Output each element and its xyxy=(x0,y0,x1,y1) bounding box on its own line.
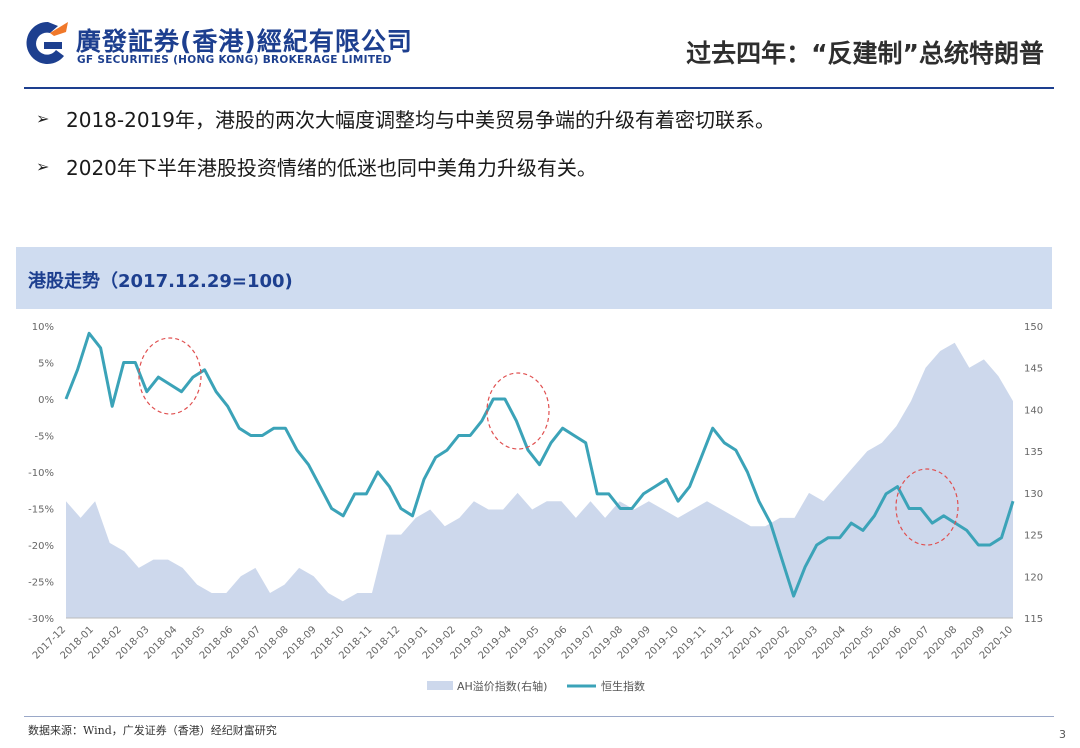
ah-premium-area xyxy=(66,342,1013,618)
hang-seng-line xyxy=(64,331,1015,598)
bullet-item: ➢ 2020年下半年港股投资情绪的低迷也同中美角力升级有关。 xyxy=(36,146,1046,186)
legend-label-area: AH溢价指数(右轴) xyxy=(457,679,547,693)
footer-divider xyxy=(24,716,1054,717)
right-axis-tick-label: 120 xyxy=(1024,572,1043,583)
chart-title-bar: 港股走势（2017.12.29=100) xyxy=(16,247,1052,309)
left-axis-tick-label: -20% xyxy=(28,541,54,552)
left-axis-tick-label: -25% xyxy=(28,578,54,589)
header-divider xyxy=(24,87,1054,89)
right-axis-tick-label: 150 xyxy=(1024,322,1043,333)
bullet-item: ➢ 2018-2019年，港股的两次大幅度调整均与中美贸易争端的升级有着密切联系… xyxy=(36,98,1046,138)
left-axis-tick-label: -10% xyxy=(28,468,54,479)
legend-swatch-area xyxy=(427,681,453,690)
left-axis-tick-label: 5% xyxy=(38,359,54,370)
left-axis-tick-label: 0% xyxy=(38,395,54,406)
page-title: 过去四年：“反建制”总统特朗普 xyxy=(686,39,1044,68)
chart-title: 港股走势（2017.12.29=100) xyxy=(28,271,293,292)
arrow-bullet-icon: ➢ xyxy=(36,108,50,128)
arrow-bullet-icon: ➢ xyxy=(36,156,50,176)
left-axis-tick-label: -30% xyxy=(28,614,54,625)
highlight-circle xyxy=(486,372,550,450)
left-axis-tick-label: -5% xyxy=(35,432,54,443)
highlight-circle xyxy=(138,337,202,415)
right-axis-tick-label: 145 xyxy=(1024,364,1043,375)
page-number: 3 xyxy=(1059,728,1066,741)
right-axis-tick-label: 140 xyxy=(1024,405,1043,416)
left-axis-tick-label: 10% xyxy=(32,322,54,333)
logo-english-name: GF SECURITIES (HONG KONG) BROKERAGE LIMI… xyxy=(77,54,392,66)
right-axis-tick-label: 115 xyxy=(1024,614,1043,625)
data-source-note: 数据来源：Wind，广发证券（香港）经纪财富研究 xyxy=(28,724,277,737)
bullet-text: 2020年下半年港股投资情绪的低迷也同中美角力升级有关。 xyxy=(66,155,597,180)
gf-logo-icon xyxy=(26,21,68,64)
right-axis-tick-label: 130 xyxy=(1024,489,1043,500)
bullet-text: 2018-2019年，港股的两次大幅度调整均与中美贸易争端的升级有着密切联系。 xyxy=(66,107,776,132)
right-axis-tick-label: 125 xyxy=(1024,531,1043,542)
legend-label-line: 恒生指数 xyxy=(601,679,645,693)
right-axis-tick-label: 135 xyxy=(1024,447,1043,458)
left-axis-tick-label: -15% xyxy=(28,505,54,516)
company-logo: 廣發証券(香港)經紀有限公司 GF SECURITIES (HONG KONG)… xyxy=(24,20,412,72)
highlight-circle xyxy=(895,468,959,546)
hk-market-chart: 10% 5% 0% -5% -10% -15% -20% -25% -30% 150 145 140… xyxy=(28,322,1043,693)
bullet-list: ➢ 2018-2019年，港股的两次大幅度调整均与中美贸易争端的升级有着密切联系… xyxy=(36,98,1046,194)
logo-chinese-name: 廣發証券(香港)經紀有限公司 xyxy=(76,27,413,56)
